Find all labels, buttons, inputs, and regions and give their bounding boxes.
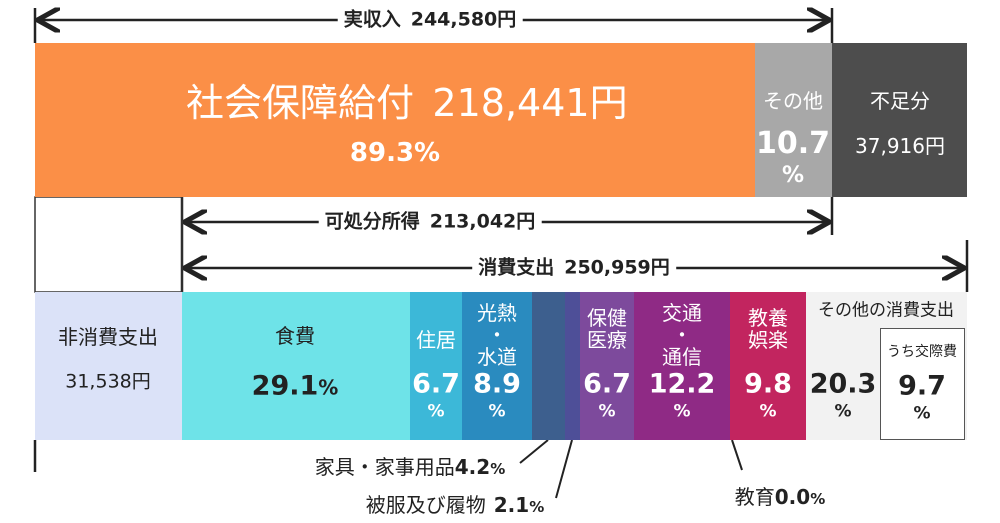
text: 教育 (734, 485, 775, 509)
text: 218,441円 (432, 81, 628, 125)
segment-box (410, 292, 462, 440)
segment-unit: % (598, 401, 616, 422)
text: % (490, 460, 506, 478)
arrow-label: 消費支出 250,959円 (472, 256, 676, 279)
text: 213,042円 (429, 210, 536, 233)
text: その他 (763, 89, 823, 113)
segment-unit: % (427, 401, 445, 422)
segment-label: ・ (672, 323, 692, 347)
text: うち交際費 (887, 344, 957, 360)
benefit-box (35, 43, 755, 197)
segment-value: 6.7 (583, 368, 631, 400)
segment-value: 20.3 (809, 368, 877, 400)
segment-unit: % (759, 401, 777, 422)
segment-unit: % (673, 401, 691, 422)
text: 250,959円 (564, 256, 670, 279)
segment-label: 水道 (477, 345, 517, 369)
callout: 教育0.0% (735, 487, 825, 507)
segment-value: 29.1% (252, 373, 339, 400)
text: % (913, 403, 931, 424)
segment-label: その他の消費支出 (818, 300, 954, 321)
text: 9.7 (898, 370, 946, 402)
sub-box (880, 328, 965, 440)
text: % (529, 498, 545, 516)
text: 10.7 (755, 126, 831, 161)
segment-box (634, 292, 730, 440)
text: 89.3% (349, 138, 441, 168)
segment-value: 9.8 (744, 368, 792, 400)
segment-label: ・ (487, 323, 507, 347)
callout: 家具・家事用品4.2% (315, 457, 505, 477)
callout-line (731, 439, 743, 471)
callout-line (555, 439, 573, 499)
segment-label: 教養 (748, 306, 788, 330)
segment-box (565, 292, 580, 440)
text: 実収入 (343, 8, 401, 31)
segment-label: 保健 (587, 306, 627, 330)
arrow-label: 可処分所得 213,042円 (318, 210, 542, 233)
text: 0.0 (774, 485, 811, 509)
text: 消費支出 (478, 256, 555, 279)
text: 被服及び履物 (365, 493, 486, 517)
segment-label: 光熱 (477, 301, 517, 325)
text: 可処分所得 (324, 210, 420, 233)
segment-value: 6.7 (412, 368, 460, 400)
text: 244,580円 (410, 8, 517, 31)
arrow-label: 実収入 244,580円 (337, 8, 523, 31)
segment-box (532, 292, 565, 440)
segment-label: 医療 (587, 328, 627, 352)
segment-unit: % (488, 401, 506, 422)
text: 4.2 (454, 455, 491, 479)
segment-box (182, 292, 410, 440)
segment-label: 交通 (662, 301, 702, 325)
segment-label: 娯楽 (748, 328, 788, 352)
segment-label: 住居 (416, 328, 456, 352)
text: 不足分 (870, 89, 930, 113)
text: 31,538円 (65, 370, 151, 393)
other-box (755, 43, 832, 197)
segment-box (462, 292, 532, 440)
box (34, 196, 183, 293)
callout: 被服及び履物 2.1% (366, 495, 544, 515)
segment-value: 12.2 (648, 368, 716, 400)
text: 社会保障給付 (185, 81, 415, 125)
segment-unit: % (834, 401, 852, 422)
text: 2.1 (493, 493, 530, 517)
text: % (318, 375, 339, 400)
non-consumption-box (35, 292, 182, 440)
text: 家具・家事用品 (314, 455, 455, 479)
segment-value: 8.9 (473, 368, 521, 400)
text: % (810, 490, 826, 508)
segment-box (580, 292, 634, 440)
segment-label: 食費 (275, 324, 315, 348)
callout-line (519, 439, 549, 464)
segment-box (730, 292, 806, 440)
text: 37,916円 (855, 134, 945, 158)
text: 非消費支出 (58, 325, 158, 349)
text: 29.1 (251, 370, 319, 402)
text: % (781, 163, 805, 188)
segment-label: 通信 (662, 345, 702, 369)
shortfall-box (832, 43, 967, 197)
